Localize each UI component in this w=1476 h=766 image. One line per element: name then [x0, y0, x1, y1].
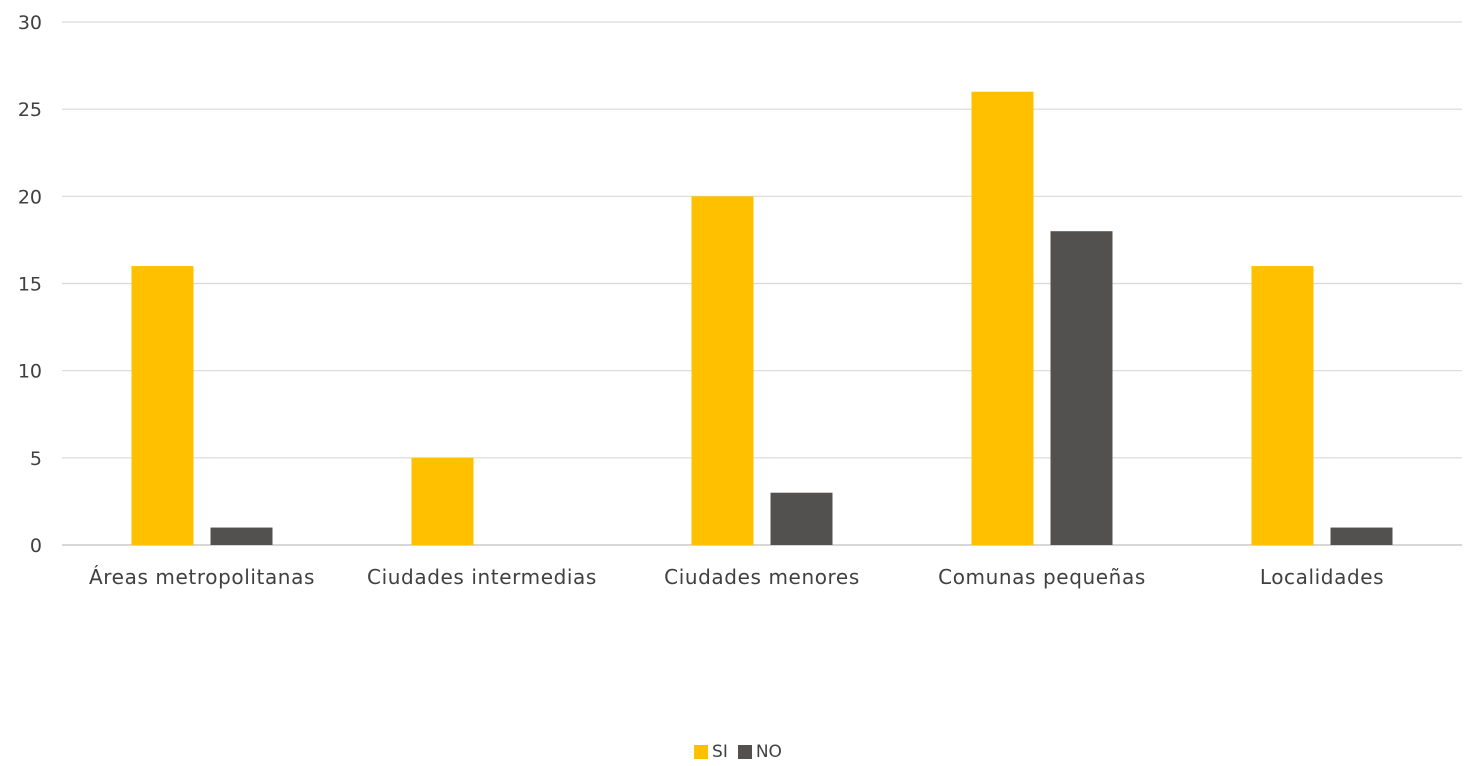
- x-category-label: Ciudades menores: [664, 565, 860, 589]
- x-category-label: Ciudades intermedias: [367, 565, 597, 589]
- bar-si: [131, 266, 194, 545]
- y-tick-label: 20: [18, 186, 42, 208]
- legend-label-si: SI: [712, 742, 728, 762]
- legend-item-no: NO: [737, 742, 782, 762]
- y-tick-label: 5: [30, 448, 42, 470]
- bar-si: [1251, 266, 1314, 545]
- x-category-label: Áreas metropolitanas: [89, 565, 315, 589]
- bar-no: [210, 527, 273, 545]
- bars: [131, 91, 1393, 546]
- bar-si: [691, 196, 754, 546]
- y-tick-label: 10: [18, 361, 42, 383]
- bar-si: [411, 457, 474, 545]
- chart-canvas: 0 5 10 15 20 25 30 Áreas metropolitanas Ciudade…: [18, 12, 1462, 589]
- bar-no: [1330, 527, 1393, 545]
- bar-no: [1050, 231, 1113, 545]
- x-category-label: Localidades: [1260, 565, 1384, 589]
- y-tick-label: 30: [18, 12, 42, 34]
- legend-label-no: NO: [755, 742, 782, 762]
- bar-si: [971, 91, 1034, 545]
- x-category-label: Comunas pequeñas: [938, 565, 1146, 589]
- y-axis-ticks: 0 5 10 15 20 25 30: [18, 12, 42, 557]
- y-tick-label: 0: [30, 535, 42, 557]
- y-tick-label: 15: [18, 274, 42, 296]
- legend-item-si: SI: [694, 742, 728, 762]
- y-tick-label: 25: [18, 99, 42, 121]
- legend: SI NO: [0, 738, 1476, 766]
- bar-no: [770, 492, 833, 545]
- legend-swatch-si: [694, 745, 709, 759]
- legend-swatch-no: [737, 745, 752, 759]
- x-axis-categories: Áreas metropolitanas Ciudades intermedias…: [89, 565, 1384, 589]
- gridlines: [62, 21, 1462, 546]
